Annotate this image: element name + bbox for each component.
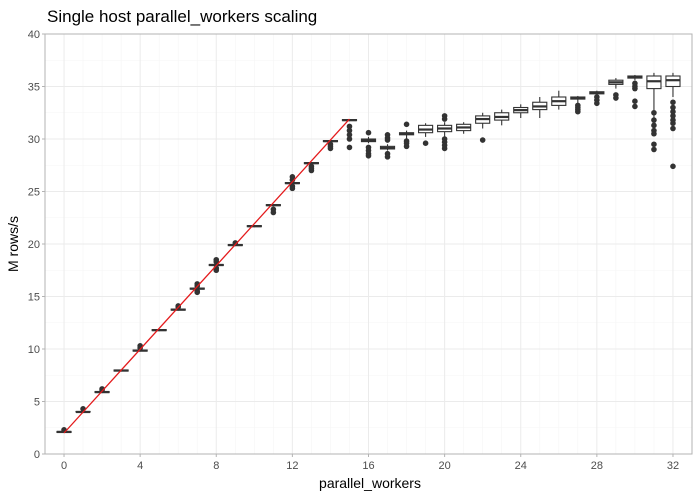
box-outlier bbox=[346, 136, 353, 142]
linear-scaling-line bbox=[63, 118, 350, 434]
box-outlier bbox=[270, 209, 277, 216]
plot-panel: 0 4 8 12 16 20 24 28 32 0 5 10 15 20 25 30 35 40 bbox=[28, 29, 693, 472]
box-outlier bbox=[289, 177, 296, 183]
y-tick-label: 5 bbox=[34, 397, 40, 409]
x-tick-label: 20 bbox=[438, 460, 450, 472]
box-outlier bbox=[346, 127, 353, 134]
box-outlier bbox=[632, 103, 638, 110]
box-outlier bbox=[213, 267, 220, 274]
box-group-14 bbox=[322, 140, 339, 152]
box-group-31 bbox=[646, 72, 662, 153]
box-group-23 bbox=[494, 109, 510, 126]
y-tick-label: 10 bbox=[28, 344, 40, 356]
box-outlier bbox=[232, 240, 239, 246]
box-outlier bbox=[670, 113, 676, 119]
box-outlier bbox=[670, 104, 676, 111]
box-outlier bbox=[670, 99, 676, 106]
box-group-10 bbox=[246, 225, 262, 228]
box-group-24 bbox=[513, 104, 529, 118]
box-outlier bbox=[346, 132, 353, 138]
box-outlier bbox=[99, 387, 105, 393]
box-outlier bbox=[441, 145, 448, 152]
x-tick-label: 32 bbox=[667, 460, 679, 472]
box-outlier bbox=[194, 289, 201, 296]
box-outlier bbox=[670, 120, 676, 127]
box-outlier bbox=[346, 144, 353, 151]
box-outlier bbox=[441, 116, 448, 122]
box-outlier bbox=[137, 345, 143, 351]
box-group-25 bbox=[532, 97, 548, 118]
box-group-28 bbox=[589, 90, 605, 107]
box-outlier bbox=[670, 163, 676, 170]
x-tick-label: 0 bbox=[61, 460, 67, 472]
box-outlier bbox=[327, 145, 334, 152]
box-outlier bbox=[403, 143, 410, 150]
box-group-13 bbox=[303, 162, 320, 174]
box-group-29 bbox=[608, 78, 624, 101]
box-group-17 bbox=[379, 132, 396, 160]
x-tick-label: 28 bbox=[591, 460, 603, 472]
box-group-20 bbox=[437, 113, 453, 152]
box-group-18 bbox=[398, 121, 415, 150]
box-outlier bbox=[365, 129, 372, 136]
box-group-11 bbox=[265, 204, 281, 216]
box-group-16 bbox=[360, 129, 377, 159]
box-outlier bbox=[632, 98, 638, 104]
y-tick-label: 20 bbox=[28, 239, 40, 251]
y-tick-label: 15 bbox=[28, 292, 40, 304]
box-outlier bbox=[346, 123, 353, 130]
box-outlier bbox=[651, 130, 657, 137]
box-outlier bbox=[651, 146, 657, 153]
box-outlier bbox=[289, 185, 296, 192]
box-outlier bbox=[384, 137, 391, 143]
x-tick-label: 12 bbox=[286, 460, 298, 472]
y-tick-label: 0 bbox=[34, 449, 40, 461]
box-outlier bbox=[632, 85, 638, 92]
box-outlier bbox=[403, 121, 410, 128]
box-group-32 bbox=[665, 72, 681, 170]
box-group-19 bbox=[417, 123, 434, 146]
x-axis-title: parallel_workers bbox=[319, 475, 421, 491]
box-group-22 bbox=[475, 112, 491, 143]
box-group-26 bbox=[551, 90, 567, 110]
y-tick-label: 30 bbox=[28, 134, 40, 146]
box-outlier bbox=[575, 108, 581, 115]
y-axis-title: M rows/s bbox=[5, 216, 21, 272]
box-group-27 bbox=[570, 95, 586, 115]
box-outlier bbox=[479, 137, 486, 143]
box-outlier bbox=[651, 117, 657, 123]
box-outlier bbox=[422, 140, 429, 146]
y-tick-label: 25 bbox=[28, 187, 40, 199]
box-outlier bbox=[613, 95, 619, 101]
box-group-30 bbox=[627, 74, 643, 110]
box-outlier bbox=[670, 108, 676, 115]
x-tick-label: 4 bbox=[137, 460, 143, 472]
box-outlier bbox=[308, 167, 315, 174]
box-group-21 bbox=[456, 122, 472, 134]
x-tick-label: 16 bbox=[362, 460, 374, 472]
box-outlier bbox=[384, 154, 391, 160]
box-outlier bbox=[651, 109, 657, 116]
box-outlier bbox=[651, 122, 657, 129]
y-tick-label: 35 bbox=[28, 82, 40, 94]
box-group-5 bbox=[151, 329, 167, 332]
y-tick-label: 40 bbox=[28, 29, 40, 41]
box-outlier bbox=[365, 153, 372, 159]
x-tick-label: 24 bbox=[515, 460, 527, 472]
box-outlier bbox=[594, 100, 600, 107]
x-tick-label: 8 bbox=[213, 460, 219, 472]
box-outlier bbox=[651, 141, 657, 148]
chart-title: Single host parallel_workers scaling bbox=[47, 7, 317, 26]
box-outlier bbox=[670, 125, 676, 132]
